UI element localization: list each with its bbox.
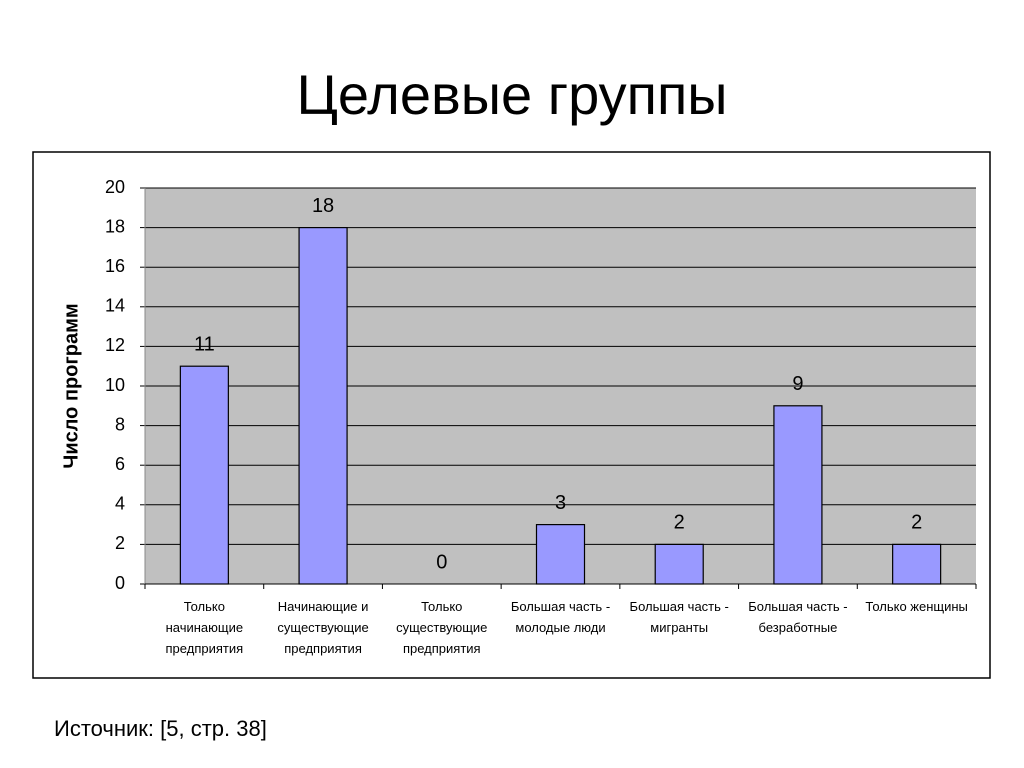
value-label: 9 [792,373,803,395]
bar [179,365,229,585]
y-tick-label: 14 [105,296,125,316]
y-tick-label: 18 [105,216,125,236]
value-label: 18 [312,195,334,217]
y-tick-label: 0 [115,573,125,593]
x-tick-label: Только начинающие предприятия [165,599,244,656]
x-tick-label: Только существующие предприятия [396,599,488,656]
x-tick-label: Начинающие и существующие предприятия [277,599,369,656]
value-label: 11 [194,333,215,355]
bar [298,227,348,585]
y-tick-label: 8 [115,414,125,434]
bar [773,405,823,585]
y-tick-label: 10 [105,375,125,395]
x-tick-label: Большая часть - мигранты [629,599,729,635]
y-tick-label: 2 [115,533,125,553]
chart-title: Целевые группы [296,63,728,126]
y-tick-label: 20 [105,177,125,197]
y-tick-label: 12 [105,335,125,355]
y-tick-label: 16 [105,256,125,276]
x-tick-label: Только женщины [865,599,968,614]
source-note: Источник: [5, стр. 38] [54,716,267,741]
value-label: 3 [555,492,566,514]
bar [535,523,586,585]
x-tick-label: Большая часть - безработные [748,599,848,635]
bar [654,543,704,585]
y-tick-label: 6 [115,454,125,474]
value-label: 0 [436,551,447,573]
bar [892,543,942,585]
y-axis-label: Число программ [60,303,82,468]
y-tick-label: 4 [115,494,125,514]
value-label: 2 [674,512,685,534]
value-label: 2 [911,512,922,534]
x-tick-label: Большая часть - молодые люди [510,599,611,635]
